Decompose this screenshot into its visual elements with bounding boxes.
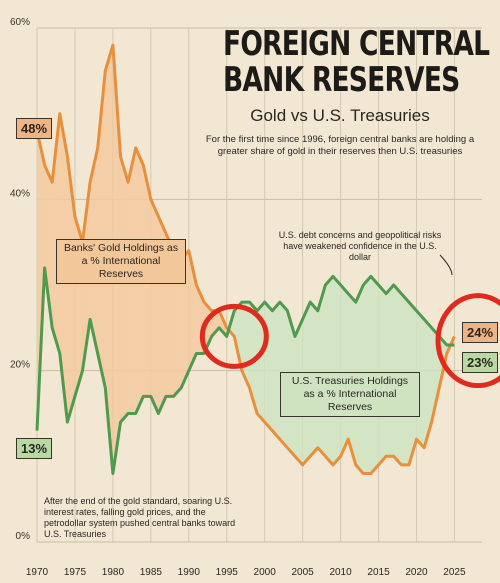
crossover-circle-1996 (199, 303, 269, 369)
debt-note-arrow (439, 254, 453, 276)
fill-band (264, 302, 273, 431)
highlight-circles (199, 254, 500, 389)
x-tick-label: 2025 (443, 567, 466, 578)
fill-band (181, 250, 189, 388)
fill-band (120, 156, 129, 423)
crossover-circle-2025 (435, 293, 500, 389)
title-line-1: FOREIGN CENTRAL (223, 24, 490, 64)
x-tick-label: 2015 (367, 567, 390, 578)
y-tick-label: 40% (10, 188, 30, 199)
x-tick-label: 1990 (178, 567, 201, 578)
gold-standard-note: After the end of the gold standard, soar… (44, 496, 236, 539)
fill-band (67, 156, 75, 423)
subtitle: Gold vs U.S. Treasuries (250, 106, 430, 125)
description: For the first time since 1996, foreign c… (205, 134, 475, 157)
fill-band (257, 302, 265, 423)
fill-band (44, 165, 53, 328)
fill-band (424, 319, 432, 448)
gold-end-badge: 24% (462, 322, 499, 343)
fill-band (150, 199, 159, 414)
gold-series-label: Banks' Gold Holdings as a % Internationa… (56, 239, 186, 284)
x-tick-label: 2000 (254, 567, 277, 578)
y-tick-label: 60% (10, 17, 30, 28)
treasury-start-badge: 13% (16, 438, 53, 459)
debt-concern-note: U.S. debt concerns and geopolitical risk… (278, 230, 442, 262)
gold-holdings-line (35, 43, 456, 475)
line-layer (35, 43, 456, 475)
y-tick-label: 0% (16, 531, 31, 542)
fill-band (234, 302, 242, 371)
fill-band (325, 276, 333, 465)
x-tick-label: 1980 (102, 567, 125, 578)
fill-band (272, 302, 280, 440)
fill-band (332, 276, 341, 465)
x-tick-label: 1975 (64, 567, 87, 578)
x-tick-label: 2010 (329, 567, 352, 578)
title-line-2: BANK RESERVES (223, 60, 460, 100)
treasury-holdings-line (35, 266, 455, 475)
x-tick-label: 2005 (292, 567, 315, 578)
x-tick-label: 1970 (26, 567, 49, 578)
fill-band (173, 250, 182, 397)
fill-band (37, 130, 45, 431)
x-tick-label: 1995 (216, 567, 239, 578)
gold-start-badge: 48% (16, 118, 53, 139)
fill-band (97, 70, 106, 388)
tick-layer: 0% 20% 40% 60% 1970 1975 1980 1985 1990 1995 2000 2… (10, 17, 466, 578)
x-tick-label: 2020 (405, 567, 428, 578)
y-tick-label: 20% (10, 360, 30, 371)
fill-band (386, 285, 394, 457)
x-tick-label: 1985 (140, 567, 163, 578)
fill-band (340, 285, 349, 457)
treasury-end-badge: 23% (462, 352, 499, 373)
title-block: FOREIGN CENTRAL BANK RESERVES Gold vs U.… (190, 26, 490, 158)
treasury-series-label: U.S. Treasuries Holdings as a % Internat… (280, 372, 420, 417)
